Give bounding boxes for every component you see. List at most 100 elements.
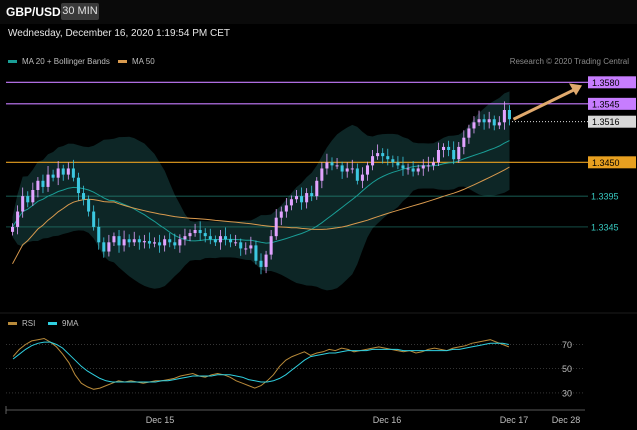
candle-body [152, 242, 157, 244]
rsi-series-9ma [12, 341, 509, 383]
candle-body [193, 230, 197, 234]
x-tick-2: Dec 17 [500, 415, 529, 425]
candle-body [462, 137, 466, 147]
datetime-label: Wednesday, December 16, 2020 1:19:54 PM … [8, 28, 230, 39]
ma20-legend: MA 20 + Bollinger Bands [8, 57, 110, 66]
rsi-tick-1: 50 [562, 364, 572, 374]
symbol-label: GBP/USD [6, 5, 61, 19]
candle-body [482, 119, 486, 123]
candle-body [264, 254, 268, 267]
top-bar: GBP/USD 30 MIN [0, 0, 637, 24]
candle-body [158, 242, 162, 246]
candle-body [92, 211, 96, 227]
candle-body [173, 242, 177, 246]
candle-body [163, 239, 167, 246]
candle-body [112, 236, 116, 243]
candle-body [284, 205, 288, 212]
candle-body [203, 233, 207, 237]
candle-body [426, 165, 430, 167]
candle-body [46, 174, 50, 187]
candle-body [472, 122, 476, 129]
candle-body [492, 119, 496, 126]
candle-body [198, 230, 202, 234]
candle-body [259, 260, 263, 267]
candle-body [310, 193, 314, 197]
projection-arrow-shaft [512, 87, 577, 121]
ma20-legend-label: MA 20 + Bollinger Bands [22, 57, 110, 66]
candle-body [244, 248, 248, 250]
candle-body [381, 153, 385, 157]
x-tick-0: Dec 15 [146, 415, 175, 425]
level-label-1: 1.3545 [592, 99, 620, 109]
timeframe-button[interactable]: 30 MIN [61, 3, 99, 20]
level-label-box-0 [588, 76, 636, 89]
candle-body [467, 128, 471, 138]
candle-body [457, 146, 461, 160]
candle-body [431, 162, 435, 166]
candle-body [340, 165, 344, 172]
candle-body [117, 236, 121, 246]
candle-body [507, 110, 511, 120]
level-label-0: 1.3580 [592, 78, 620, 88]
candle-body [26, 196, 30, 203]
candle-body [391, 159, 395, 163]
candle-body [223, 236, 228, 240]
candle-body [350, 168, 354, 170]
candle-body [421, 165, 425, 169]
projection-arrow-head [569, 83, 582, 96]
rsi-legend: RSI [8, 319, 35, 328]
candle-body [335, 165, 339, 167]
ma9-legend: 9MA [48, 319, 78, 328]
candle-body [294, 196, 299, 200]
rsi-legend-label: RSI [22, 319, 36, 328]
candle-body [269, 236, 273, 255]
rsi-tick-2: 30 [562, 388, 572, 398]
ma20-swatch [8, 60, 17, 64]
bollinger-band-area [12, 91, 510, 291]
candle-body [168, 239, 172, 243]
candle-body [360, 174, 364, 181]
rsi-tick-0: 70 [562, 340, 572, 350]
candle-body [452, 150, 456, 160]
candle-body [51, 174, 55, 178]
candle-body [107, 242, 111, 252]
ma9-legend-label: 9MA [62, 319, 79, 328]
candle-body [249, 245, 253, 249]
candle-body [97, 226, 101, 243]
candle-body [401, 165, 405, 169]
candle-body [82, 193, 86, 200]
research-credit: Research © 2020 Trading Central [509, 57, 629, 66]
candle-body [274, 217, 278, 237]
level-label-4: 1.3395 [591, 192, 619, 202]
candle-body [320, 168, 324, 181]
candle-body [330, 162, 334, 166]
candle-body [502, 110, 506, 123]
candle-body [16, 211, 20, 227]
candle-body [300, 196, 304, 203]
ma20-line [12, 140, 510, 244]
candle-body [254, 245, 258, 261]
ma50-swatch [118, 60, 127, 64]
level-label-5: 1.3345 [591, 222, 619, 232]
candle-body [416, 168, 420, 172]
candle-body [218, 236, 222, 243]
candle-body [365, 165, 370, 175]
candle-body [76, 177, 80, 194]
candle-body [234, 242, 238, 244]
candle-body [406, 168, 410, 170]
candle-body [436, 150, 440, 163]
rsi-swatch [8, 322, 17, 326]
candle-body [345, 168, 349, 172]
candle-body [188, 233, 192, 237]
candle-body [386, 156, 390, 160]
candle-body [487, 119, 491, 123]
candle-body [229, 239, 233, 243]
candle-body [102, 242, 106, 252]
candle-body [36, 180, 40, 190]
candle-body [411, 168, 415, 172]
candle-body [87, 199, 91, 212]
candle-body [127, 239, 131, 243]
candle-body [11, 226, 15, 232]
candle-body [178, 239, 182, 246]
